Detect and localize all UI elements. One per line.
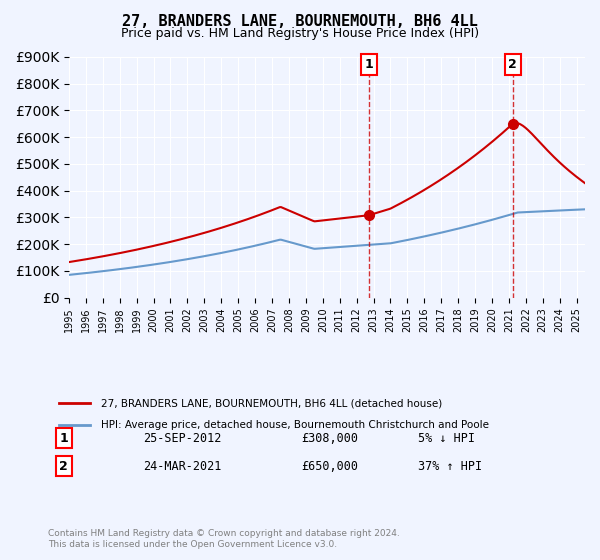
Text: 2: 2	[508, 58, 517, 71]
Text: HPI: Average price, detached house, Bournemouth Christchurch and Poole: HPI: Average price, detached house, Bour…	[101, 421, 489, 431]
Text: 27, BRANDERS LANE, BOURNEMOUTH, BH6 4LL: 27, BRANDERS LANE, BOURNEMOUTH, BH6 4LL	[122, 14, 478, 29]
Text: Price paid vs. HM Land Registry's House Price Index (HPI): Price paid vs. HM Land Registry's House …	[121, 27, 479, 40]
Text: 2: 2	[59, 460, 68, 473]
Text: £650,000: £650,000	[301, 460, 358, 473]
Text: 1: 1	[365, 58, 373, 71]
Text: 1: 1	[59, 432, 68, 445]
Text: 27, BRANDERS LANE, BOURNEMOUTH, BH6 4LL (detached house): 27, BRANDERS LANE, BOURNEMOUTH, BH6 4LL …	[101, 398, 442, 408]
Text: 24-MAR-2021: 24-MAR-2021	[143, 460, 221, 473]
Text: 5% ↓ HPI: 5% ↓ HPI	[418, 432, 475, 445]
Text: 25-SEP-2012: 25-SEP-2012	[143, 432, 221, 445]
Text: £308,000: £308,000	[301, 432, 358, 445]
Text: Contains HM Land Registry data © Crown copyright and database right 2024.
This d: Contains HM Land Registry data © Crown c…	[48, 529, 400, 549]
Text: 37% ↑ HPI: 37% ↑ HPI	[418, 460, 482, 473]
